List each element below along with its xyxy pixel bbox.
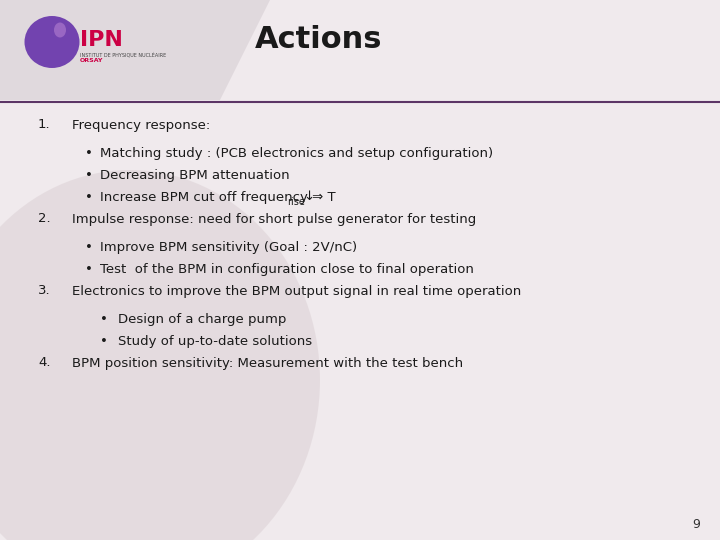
Text: IPN: IPN [80,30,123,50]
Text: Frequency response:: Frequency response: [72,118,210,132]
Text: Matching study : (PCB electronics and setup configuration): Matching study : (PCB electronics and se… [100,146,493,159]
Text: 9: 9 [692,518,700,531]
Text: Impulse response: need for short pulse generator for testing: Impulse response: need for short pulse g… [72,213,476,226]
Text: rise: rise [287,197,305,207]
Text: •: • [85,240,93,253]
Text: •: • [85,168,93,181]
Text: •: • [100,313,108,326]
Ellipse shape [54,23,66,37]
Text: INSTITUT DE PHYSIQUE NUCLÉAIRE: INSTITUT DE PHYSIQUE NUCLÉAIRE [80,52,166,58]
Text: Electronics to improve the BPM output signal in real time operation: Electronics to improve the BPM output si… [72,285,521,298]
Text: Actions: Actions [255,25,382,55]
Ellipse shape [24,16,79,68]
Polygon shape [0,0,270,100]
Text: •: • [100,334,108,348]
Text: •: • [85,146,93,159]
Text: Test  of the BPM in configuration close to final operation: Test of the BPM in configuration close t… [100,262,474,275]
Text: •: • [85,191,93,204]
Text: ORSAY: ORSAY [80,58,104,64]
Text: ↓: ↓ [304,191,315,204]
Text: 3.: 3. [38,285,50,298]
Text: Improve BPM sensitivity (Goal : 2V/nC): Improve BPM sensitivity (Goal : 2V/nC) [100,240,357,253]
Text: 2.: 2. [38,213,50,226]
Text: •: • [85,262,93,275]
Text: Study of up-to-date solutions: Study of up-to-date solutions [118,334,312,348]
Text: 4.: 4. [38,356,50,369]
Text: 1.: 1. [38,118,50,132]
Text: Design of a charge pump: Design of a charge pump [118,313,287,326]
Ellipse shape [0,170,320,540]
Text: BPM position sensitivity: Measurement with the test bench: BPM position sensitivity: Measurement wi… [72,356,463,369]
Text: Decreasing BPM attenuation: Decreasing BPM attenuation [100,168,289,181]
Text: Increase BPM cut off frequency ⇒ T: Increase BPM cut off frequency ⇒ T [100,191,336,204]
